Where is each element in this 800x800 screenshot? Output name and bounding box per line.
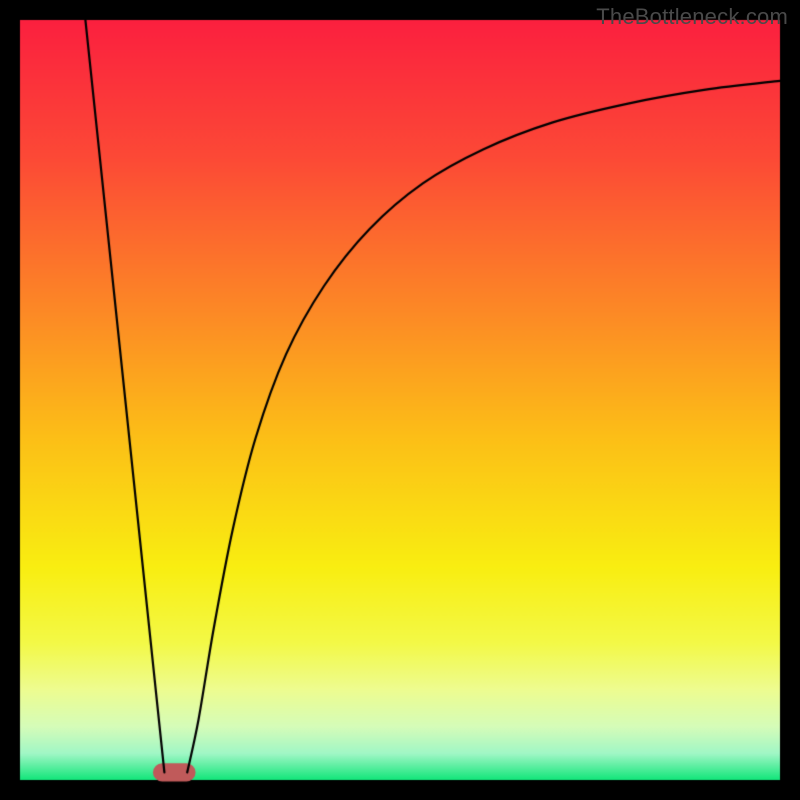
chart-container: TheBottleneck.com xyxy=(0,0,800,800)
attribution-label: TheBottleneck.com xyxy=(596,4,788,30)
bottleneck-chart-canvas xyxy=(0,0,800,800)
